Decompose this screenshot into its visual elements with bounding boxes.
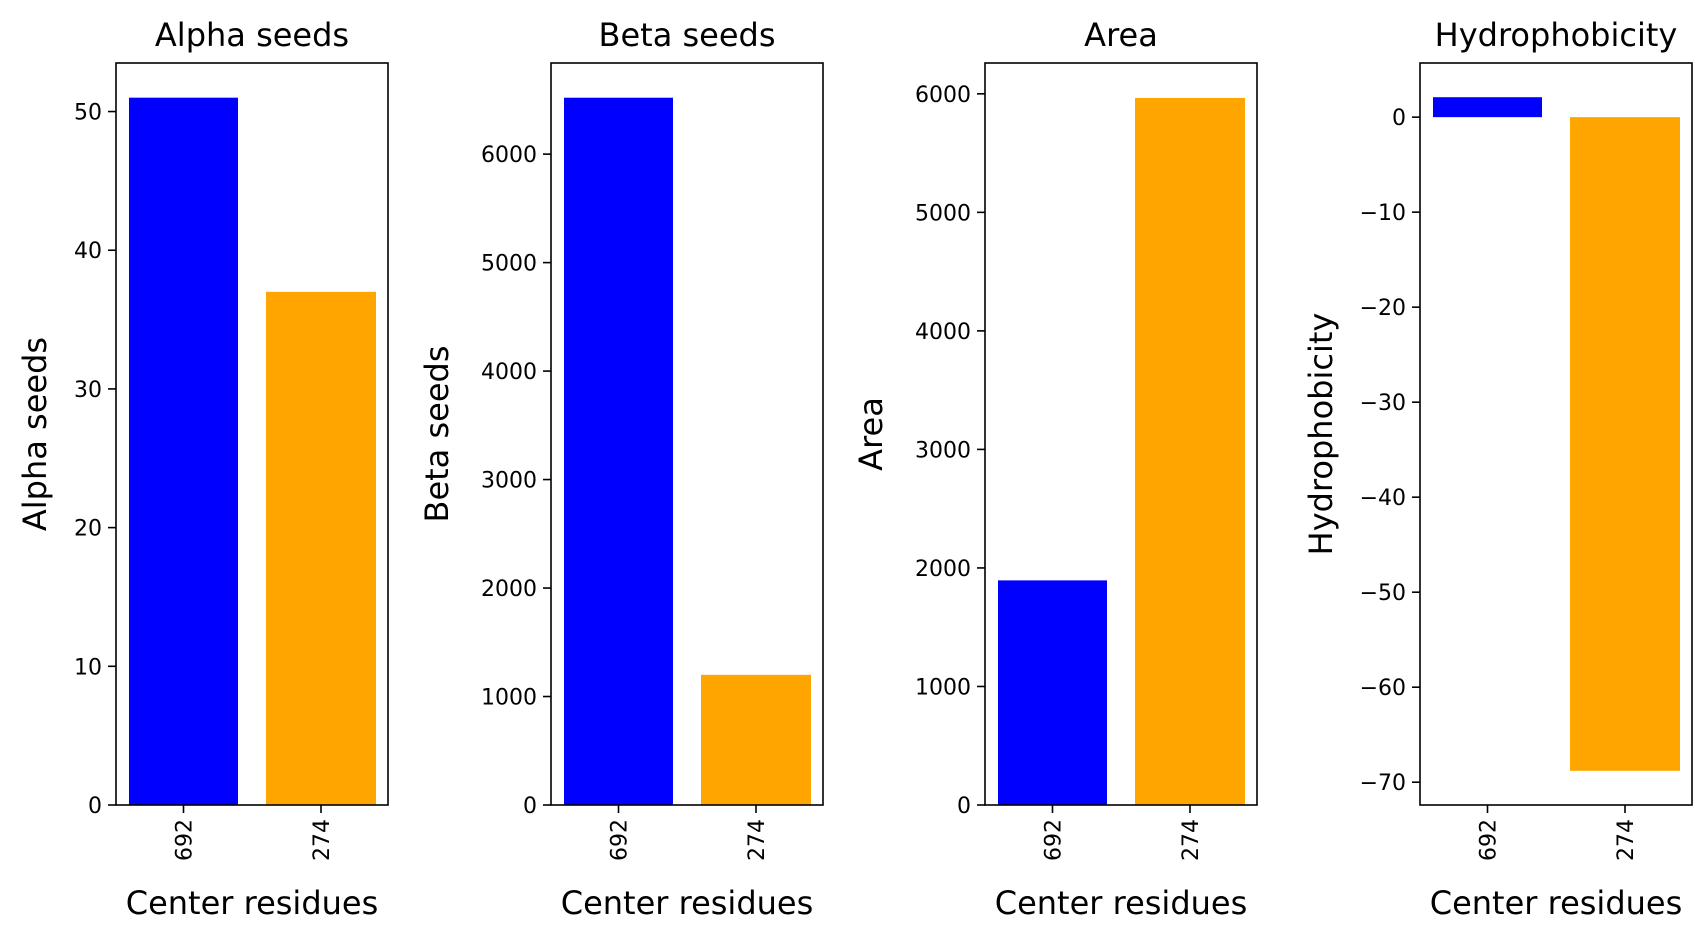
y-tick-label: 5000 [915, 201, 971, 226]
y-tick-label: 50 [74, 101, 102, 126]
chart-title: Alpha seeds [155, 16, 349, 54]
chart-panel-2: 0 1000 2000 3000 4000 5000 6000 692 274 Beta seed… [418, 16, 824, 922]
chart-title: Beta seeds [599, 16, 776, 54]
x-tick-label: 274 [1179, 819, 1204, 861]
x-tick-label: 692 [608, 819, 633, 861]
y-tick-label: −20 [1360, 296, 1406, 321]
chart-title: Hydrophobicity [1435, 16, 1678, 54]
y-tick-label: −40 [1360, 486, 1406, 511]
y-tick-label: −60 [1360, 676, 1406, 701]
bar-274 [701, 674, 811, 805]
plot-frame [115, 62, 389, 806]
chart-panel-4: 0 −10 −20 −30 −40 −50 −60 −70 692 274 Hydrophobici… [1302, 16, 1693, 922]
y-axis-label: Hydrophobicity [1302, 313, 1340, 556]
x-tick-label: 692 [1042, 819, 1067, 861]
y-axis-label: Area [852, 397, 890, 471]
bar-274 [1570, 117, 1680, 771]
y-tick-label: 2000 [915, 557, 971, 582]
y-tick-label: 3000 [915, 438, 971, 463]
x-tick-label: 274 [1614, 819, 1639, 861]
bar-692 [1433, 97, 1542, 118]
bar-274 [266, 291, 376, 805]
y-tick-label: 1000 [915, 675, 971, 700]
y-tick-label: −70 [1360, 771, 1406, 796]
x-axis-label: Center residues [1430, 884, 1683, 922]
x-axis-label: Center residues [995, 884, 1248, 922]
bar-274 [1135, 97, 1245, 806]
y-tick-label: 6000 [915, 83, 971, 108]
y-tick-label: 20 [74, 517, 102, 542]
y-tick-label: 2000 [481, 577, 537, 602]
bar-692 [998, 580, 1107, 805]
y-tick-label: −10 [1360, 201, 1406, 226]
plot-frame [550, 62, 824, 806]
y-tick-label: 1000 [481, 686, 537, 711]
chart-title: Area [1084, 16, 1158, 54]
plot-frame [1419, 62, 1693, 806]
y-tick-label: −30 [1360, 391, 1406, 416]
x-tick-label: 274 [745, 819, 770, 861]
y-axis-label: Beta seeds [418, 346, 456, 523]
x-axis-label: Center residues [126, 884, 379, 922]
y-tick-label: 40 [74, 239, 102, 264]
x-axis-label: Center residues [561, 884, 814, 922]
y-tick-label: 0 [88, 794, 102, 819]
y-tick-label: 10 [74, 655, 102, 680]
y-tick-label: 0 [523, 794, 537, 819]
chart-panel-3: 0 1000 2000 3000 4000 5000 6000 692 274 Area Cente… [852, 16, 1258, 922]
y-tick-label: 3000 [481, 469, 537, 494]
y-tick-label: 6000 [481, 143, 537, 168]
y-tick-label: 0 [957, 794, 971, 819]
chart-panel-1: 0 10 20 30 40 50 692 274 Alpha seeds Center resid… [16, 16, 389, 922]
y-tick-label: 4000 [481, 360, 537, 385]
y-tick-label: 5000 [481, 252, 537, 277]
y-tick-label: −50 [1360, 581, 1406, 606]
x-tick-label: 274 [310, 819, 335, 861]
y-axis-label: Alpha seeds [16, 337, 54, 531]
bar-692 [129, 97, 238, 805]
y-tick-label: 0 [1392, 106, 1406, 131]
x-tick-label: 692 [173, 819, 198, 861]
y-tick-label: 30 [74, 378, 102, 403]
plot-frame [984, 62, 1258, 806]
bar-692 [564, 97, 673, 806]
y-tick-label: 4000 [915, 320, 971, 345]
x-tick-label: 692 [1477, 819, 1502, 861]
